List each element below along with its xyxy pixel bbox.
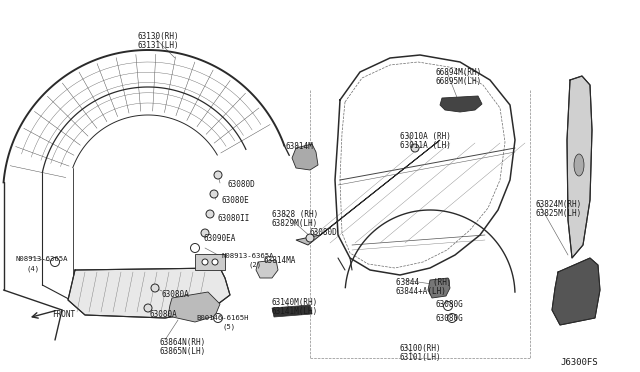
Text: 63080II: 63080II [218,214,250,223]
Polygon shape [256,260,278,278]
Circle shape [144,304,152,312]
Circle shape [51,257,60,266]
Ellipse shape [574,154,584,176]
Polygon shape [428,278,450,298]
Polygon shape [68,268,230,318]
Text: 63010A (RH): 63010A (RH) [400,132,451,141]
Text: 63825M(LH): 63825M(LH) [536,209,582,218]
Text: 63828 (RH): 63828 (RH) [272,210,318,219]
Text: 63080G: 63080G [436,314,464,323]
Text: 63864N(RH): 63864N(RH) [160,338,206,347]
Circle shape [212,259,218,265]
Text: 63844+A(LH): 63844+A(LH) [396,287,447,296]
Text: 63080D: 63080D [228,180,256,189]
Text: 63080E: 63080E [222,196,250,205]
Circle shape [444,301,452,311]
FancyBboxPatch shape [195,254,225,270]
Text: 63080D: 63080D [310,228,338,237]
Text: FRONT: FRONT [52,310,75,319]
Text: 63100(RH): 63100(RH) [400,344,442,353]
Text: 63844   (RH): 63844 (RH) [396,278,451,287]
Text: N08913-6365A: N08913-6365A [16,256,68,262]
Text: 63829M(LH): 63829M(LH) [272,219,318,228]
Text: 63011A (LH): 63011A (LH) [400,141,451,150]
Text: 66894M(RH): 66894M(RH) [436,68,483,77]
Polygon shape [272,305,312,317]
Text: 63814M: 63814M [286,142,314,151]
Text: 66895M(LH): 66895M(LH) [436,77,483,86]
Text: 63080A: 63080A [162,290,189,299]
Text: 63865N(LH): 63865N(LH) [160,347,206,356]
Circle shape [306,234,314,242]
Circle shape [206,210,214,218]
Text: 63131(LH): 63131(LH) [138,41,180,50]
Text: 63101(LH): 63101(LH) [400,353,442,362]
Circle shape [447,314,456,323]
Text: 63080G: 63080G [436,300,464,309]
Polygon shape [168,292,220,322]
Polygon shape [567,76,592,258]
Text: (2): (2) [248,262,261,269]
Text: 63814MA: 63814MA [264,256,296,265]
Circle shape [214,171,222,179]
Text: B00146-6165H: B00146-6165H [196,315,248,321]
Polygon shape [296,140,440,245]
Text: 63141M(LH): 63141M(LH) [272,307,318,316]
Polygon shape [552,258,600,325]
Circle shape [214,314,223,323]
Text: 63080A: 63080A [150,310,178,319]
Text: (4): (4) [26,265,39,272]
Text: N08913-6365A: N08913-6365A [222,253,275,259]
Circle shape [151,284,159,292]
Circle shape [202,259,208,265]
Circle shape [411,144,419,152]
Text: J6300FS: J6300FS [560,358,598,367]
Text: 63130(RH): 63130(RH) [138,32,180,41]
Text: 63090EA: 63090EA [204,234,236,243]
Circle shape [201,229,209,237]
Text: 63824M(RH): 63824M(RH) [536,200,582,209]
Text: (5): (5) [222,324,235,330]
Polygon shape [292,144,318,170]
Circle shape [191,244,200,253]
Circle shape [210,190,218,198]
Polygon shape [440,96,482,112]
Text: 63140M(RH): 63140M(RH) [272,298,318,307]
